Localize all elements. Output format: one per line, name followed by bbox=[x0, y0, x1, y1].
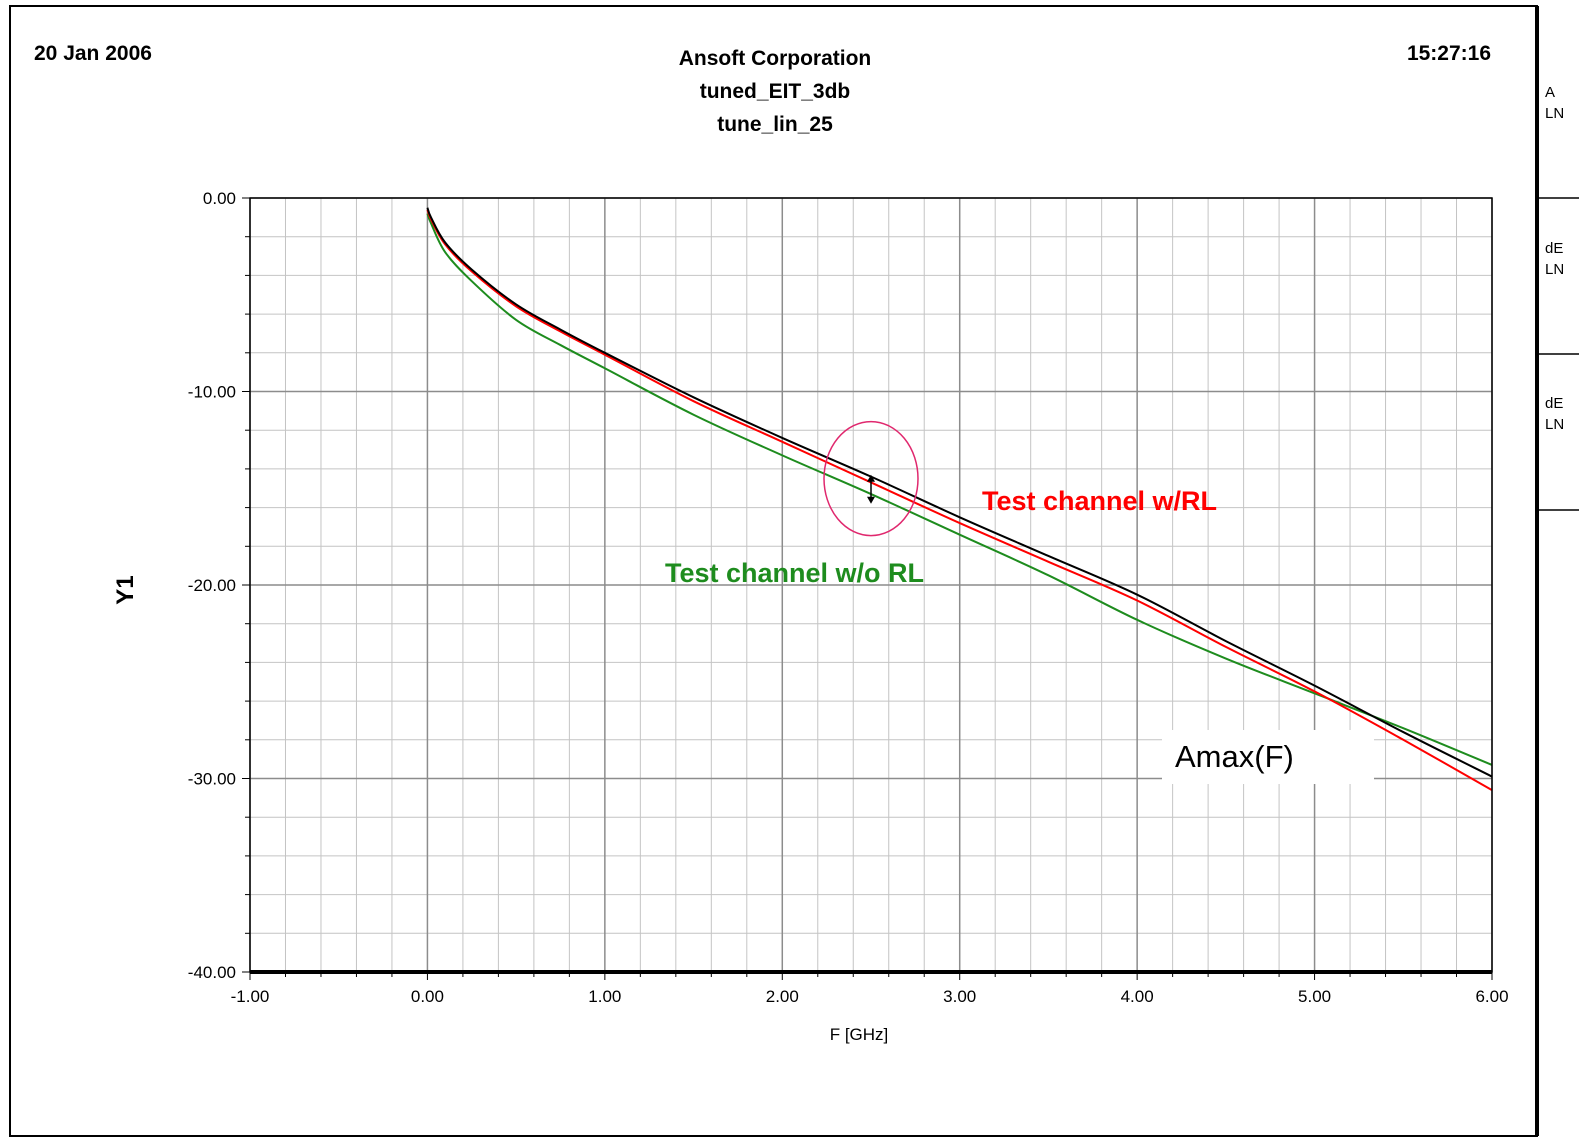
series-line-test-channel-w-o-rl bbox=[426, 213, 1493, 766]
y-axis-label: Y1 bbox=[112, 575, 139, 604]
x-tick-label: 3.00 bbox=[943, 987, 976, 1006]
arrow-head-up bbox=[867, 474, 875, 482]
legend-entry-1-line1: A bbox=[1545, 84, 1556, 101]
label-amax: Amax(F) bbox=[1175, 739, 1294, 774]
label-test-channel-wo-rl: Test channel w/o RL bbox=[665, 558, 924, 588]
x-tick-label: 5.00 bbox=[1298, 987, 1331, 1006]
series-line-amax-f bbox=[426, 207, 1493, 778]
plot-name: tune_lin_25 bbox=[717, 113, 833, 136]
amax-label-background bbox=[1162, 730, 1374, 784]
label-test-channel-wrl: Test channel w/RL bbox=[982, 486, 1217, 516]
x-tick-label: 0.00 bbox=[411, 987, 444, 1006]
x-axis-label: F [GHz] bbox=[830, 1025, 889, 1044]
company-name: Ansoft Corporation bbox=[678, 47, 872, 70]
x-tick-label: 6.00 bbox=[1475, 987, 1508, 1006]
legend-entry-3-line2: LN bbox=[1545, 416, 1565, 433]
legend-entry-2-line1: dE bbox=[1545, 240, 1564, 257]
difference-arrow bbox=[867, 474, 875, 504]
y-tick-label: 0.00 bbox=[203, 189, 236, 208]
tick-labels: -1.00 0.00 1.00 2.00 3.00 4.00 5.00 6.00 0.00 -10… bbox=[188, 189, 1509, 1006]
y-tick-label: -20.00 bbox=[188, 576, 236, 595]
plot-area-border bbox=[249, 197, 1493, 973]
highlight-ellipse bbox=[823, 420, 919, 537]
x-tick-label: -1.00 bbox=[231, 987, 270, 1006]
y-tick-label: -30.00 bbox=[188, 770, 236, 789]
legend-entry-1: A LN bbox=[1545, 82, 1564, 124]
legend-entry-2-line2: LN bbox=[1545, 261, 1565, 278]
report-title-block: Ansoft Corporation tuned_EIT_3db tune_li… bbox=[560, 42, 990, 141]
report-date: 20 Jan 2006 bbox=[34, 42, 152, 65]
x-tick-label: 4.00 bbox=[1121, 987, 1154, 1006]
legend-entry-1-line2: LN bbox=[1545, 105, 1565, 122]
legend-entry-2: dE LN bbox=[1545, 238, 1564, 280]
legend-entry-3-line1: dE bbox=[1545, 395, 1564, 412]
legend-entry-3: dE LN bbox=[1545, 393, 1564, 435]
project-name: tuned_EIT_3db bbox=[699, 80, 851, 103]
arrow-head-down bbox=[867, 496, 875, 504]
y-tick-label: -40.00 bbox=[188, 963, 236, 982]
series-line-test-channel-w-rl bbox=[426, 209, 1493, 791]
axis-ticks bbox=[242, 197, 1493, 980]
x-tick-label: 2.00 bbox=[766, 987, 799, 1006]
report-time: 15:27:16 bbox=[1406, 42, 1491, 65]
y-tick-label: -10.00 bbox=[188, 383, 236, 402]
series-layer bbox=[426, 207, 1493, 791]
x-tick-label: 1.00 bbox=[588, 987, 621, 1006]
